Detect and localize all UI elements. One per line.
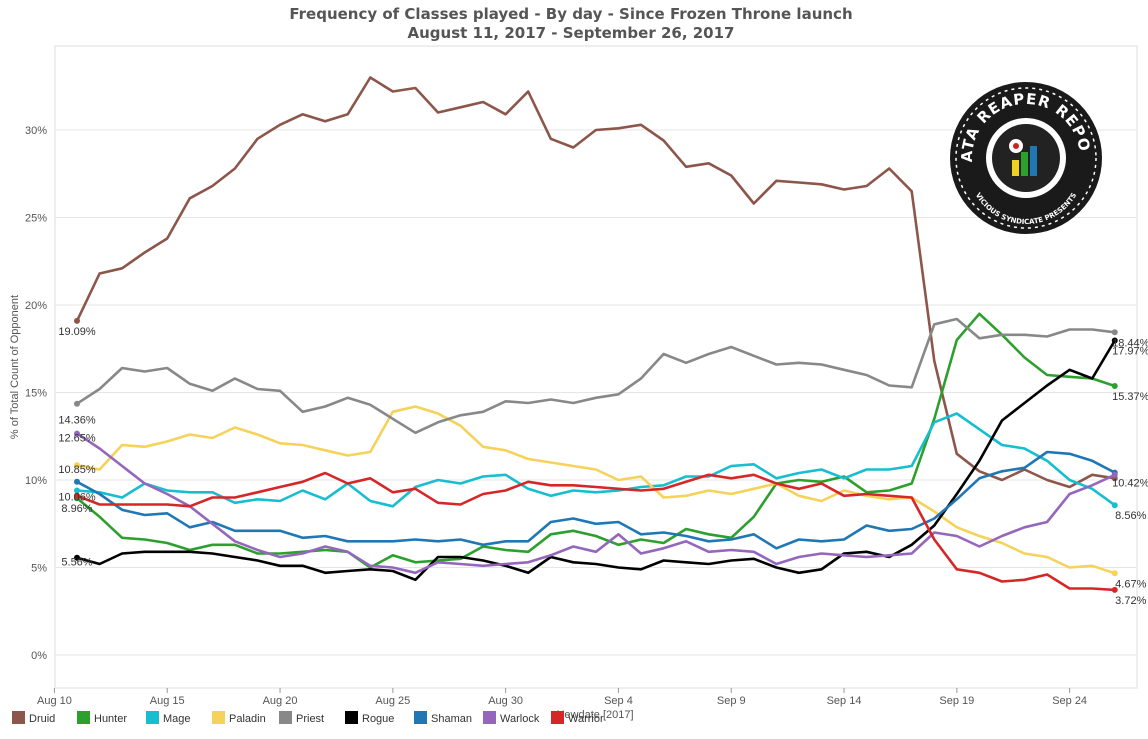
legend-label-warrior: Warrior [568,713,604,725]
series-start-point-shaman [74,478,80,485]
series-start-point-druid [74,317,80,324]
series-end-point-paladin [1111,570,1118,577]
series-end-point-rogue [1111,337,1118,344]
series-start-point-paladin [74,462,80,469]
chart-title: Frequency of Classes played - By day - S… [289,5,852,23]
series-line-warlock [75,432,1117,575]
plot-area [54,45,1138,689]
series-lines [74,76,1118,593]
end-label-mage: 8.56% [1115,510,1146,522]
end-label-warrior: 3.72% [1115,595,1146,607]
legend-label-hunter: Hunter [94,713,127,725]
legend-swatch-druid [12,711,25,724]
x-axis-ticks: Aug 10 Aug 15 Aug 20 Aug 25 Aug 30 Sep 4 Sep 9… [37,688,1087,707]
end-label-priest: 18.44% [1112,337,1148,349]
legend: Druid Hunter Mage Paladin Priest Rogue Shaman W… [12,711,604,725]
series-line-hunter [75,312,1117,569]
start-label-rogue: 5.56% [61,557,92,569]
x-tick-label: Sep 9 [717,695,746,707]
legend-swatch-priest [279,711,292,724]
series-start-point-warlock [74,430,80,437]
legend-swatch-warlock [483,711,496,724]
start-label-hunter: 8.96% [61,503,92,515]
series-end-point-priest [1111,329,1118,336]
x-tick-label: Aug 20 [263,695,298,707]
end-label-rogue: 17.97% [1112,346,1148,358]
y-tick-label: 0% [31,650,47,662]
legend-label-warlock: Warlock [500,713,540,725]
y-axis-title: % of Total Count of Opponent [9,295,21,439]
x-tick-label: Sep 19 [939,695,974,707]
legend-swatch-shaman [414,711,427,724]
legend-swatch-rogue [345,711,358,724]
series-line-shaman [75,450,1117,550]
x-tick-label: Sep 4 [604,695,633,707]
y-tick-label: 30% [25,125,47,137]
series-end-point-warlock [1111,471,1118,478]
x-tick-label: Sep 14 [827,695,862,707]
y-tick-label: 15% [25,388,47,400]
legend-label-rogue: Rogue [362,713,394,725]
x-tick-label: Aug 15 [150,695,185,707]
legend-label-mage: Mage [163,713,191,725]
series-start-point-priest [74,400,80,407]
series-end-point-mage [1111,502,1118,509]
y-tick-label: 10% [25,475,47,487]
logo-bar-icon [1009,139,1037,176]
data-labels: 19.09% 8.96% 15.37% 10.06% 8.56% 10.85% 4.67% 1… [58,326,1148,607]
start-label-druid: 19.09% [58,326,96,338]
start-label-warlock: 12.65% [58,433,96,445]
series-start-point-rogue [74,554,80,561]
series-end-point-warrior [1111,586,1118,593]
chart-subtitle: August 11, 2017 - September 26, 2017 [408,24,735,42]
y-tick-label: 20% [25,300,47,312]
start-label-priest: 14.36% [58,415,96,427]
x-tick-label: Sep 24 [1052,695,1087,707]
y-axis-ticks: 0% 5% 10% 15% 20% 25% 30% [25,125,47,662]
end-label-shaman: 10.42% [1112,478,1148,490]
legend-label-paladin: Paladin [229,713,266,725]
x-axis-title: Newdate [2017] [556,709,633,721]
data-reaper-logo: DATA REAPER REPORT VICIOUS SYNDICATE PRE… [950,82,1102,234]
series-line-rogue [75,339,1117,582]
series-end-point-hunter [1111,383,1118,390]
y-tick-label: 5% [31,563,47,575]
legend-swatch-warrior [551,711,564,724]
x-tick-label: Aug 10 [37,695,72,707]
end-label-hunter: 15.37% [1112,391,1148,403]
legend-swatch-hunter [77,711,90,724]
start-label-mage: 10.06% [58,492,96,504]
start-label-paladin: 10.85% [58,464,96,476]
series-line-warrior [75,471,1117,592]
series-start-point-warrior [74,492,80,499]
x-tick-label: Aug 30 [488,695,523,707]
y-tick-label: 25% [25,213,47,225]
legend-label-priest: Priest [296,713,324,725]
series-start-point-mage [74,487,80,494]
series-line-mage [75,412,1117,508]
x-tick-label: Aug 25 [375,695,410,707]
legend-label-shaman: Shaman [431,713,472,725]
legend-label-druid: Druid [29,713,55,725]
series-line-priest [75,317,1117,435]
legend-swatch-paladin [212,711,225,724]
end-label-paladin: 4.67% [1115,578,1146,590]
legend-swatch-mage [146,711,159,724]
